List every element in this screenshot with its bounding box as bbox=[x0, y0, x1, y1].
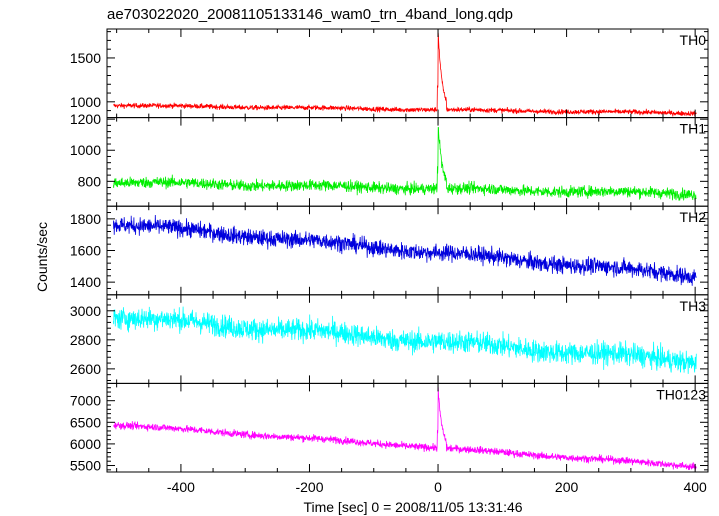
y-tick-label: 1400 bbox=[70, 274, 101, 290]
y-tick-label: 800 bbox=[78, 173, 102, 189]
y-tick-label: 1200 bbox=[70, 111, 101, 127]
y-tick-label: 1000 bbox=[70, 94, 101, 110]
panel-label: TH3 bbox=[680, 298, 707, 314]
y-tick-label: 6500 bbox=[70, 414, 101, 430]
panel-label: TH0 bbox=[680, 32, 707, 48]
panel-label: TH1 bbox=[680, 121, 707, 137]
panel-frame bbox=[106, 28, 709, 119]
series-th3 bbox=[113, 306, 697, 374]
series-th2 bbox=[113, 214, 697, 286]
panel-th1: 800 1000 1200 TH1 bbox=[70, 111, 709, 207]
y-tick-label: 1600 bbox=[70, 243, 101, 259]
y-tick-label: 1000 bbox=[70, 142, 101, 158]
x-tick-label: 400 bbox=[683, 479, 707, 495]
x-tick-label: 0 bbox=[434, 479, 442, 495]
y-tick-label: 1500 bbox=[70, 50, 101, 66]
x-tick-label: -400 bbox=[167, 479, 195, 495]
y-tick-label: 6000 bbox=[70, 436, 101, 452]
series-th1 bbox=[113, 126, 697, 201]
panel-th2: 1400 1600 1800 TH2 bbox=[70, 205, 709, 296]
series-th0 bbox=[113, 32, 697, 117]
y-tick-label: 5500 bbox=[70, 458, 101, 474]
y-tick-label: 2800 bbox=[70, 332, 101, 348]
x-axis-label: Time [sec] 0 = 2008/11/05 13:31:46 bbox=[303, 499, 522, 515]
y-tick-label: 7000 bbox=[70, 393, 101, 409]
panel-th0: 1000 1500 TH0 bbox=[70, 28, 709, 119]
y-tick-label: 3000 bbox=[70, 303, 101, 319]
y-tick-label: 2600 bbox=[70, 361, 101, 377]
panel-th3: 2600 2800 3000 TH3 bbox=[70, 294, 709, 384]
panel-th0123: 5500 6000 6500 7000 TH0123 bbox=[70, 382, 709, 474]
x-tick-label: -200 bbox=[295, 479, 323, 495]
panel-label: TH2 bbox=[680, 209, 707, 225]
panel-label: TH0123 bbox=[656, 386, 706, 402]
y-tick-label: 1800 bbox=[70, 211, 101, 227]
panel-frame bbox=[106, 382, 709, 473]
chart-title: ae703022020_20081105133146_wam0_trn_4ban… bbox=[107, 6, 513, 23]
y-axis-label: Counts/sec bbox=[34, 222, 50, 292]
x-tick-label: 200 bbox=[555, 479, 579, 495]
series-th0123 bbox=[113, 387, 697, 471]
